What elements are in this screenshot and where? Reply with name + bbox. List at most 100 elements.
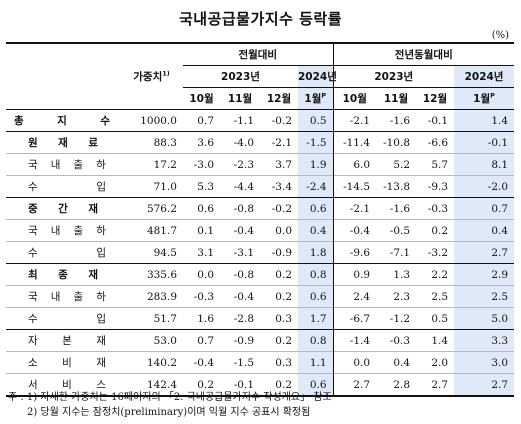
table-row: 소 비 재 140.2 -0.4 -1.5 0.3 1.1 0.0 0.4 2.0 3.0 (6, 351, 515, 374)
yoy-cell: -0.5 (376, 219, 417, 242)
weight-cell: 142.4 (120, 373, 183, 397)
yoy-cell: 0.4 (376, 351, 417, 374)
yoy-cell: 2.3 (376, 285, 417, 308)
yoy-cell: 2.0 (416, 351, 455, 374)
table-row: 국 내 출 하 481.7 0.1 -0.4 0.0 0.4 -0.4 -0.5 0.2 0.4 (6, 219, 515, 242)
mom-jan-text: 1월 (304, 93, 322, 105)
mom-cell: 0.1 (183, 219, 220, 242)
yoy-cell: 1.4 (454, 109, 515, 132)
yoy-header: 전년동월대비 (333, 43, 515, 66)
yoy-cell: -0.3 (416, 197, 455, 220)
weight-sup: 1) (162, 69, 170, 78)
table-row: 수 입 51.7 1.6 -2.8 0.3 1.7 -6.7 -1.2 0.5 5.0 (6, 307, 515, 330)
mom-cell: 0.5 (298, 109, 334, 132)
mom-header: 전월대비 (183, 43, 334, 66)
yoy-cell: 2.5 (454, 285, 515, 308)
yoy-cell: 1.4 (416, 329, 455, 352)
table-row: 자 본 재 53.0 0.7 -0.9 0.2 0.8 -1.4 -0.3 1.4 3.3 (6, 329, 515, 352)
mom-cell: 1.7 (298, 307, 334, 330)
mom-cell: -0.9 (220, 329, 260, 352)
yoy-cell: -1.6 (376, 197, 417, 220)
mom-cell: 0.3 (260, 307, 298, 330)
mom-cell: -0.4 (183, 351, 220, 374)
yoy-month-oct: 10월 (333, 87, 377, 110)
yoy-cell: -14.5 (333, 175, 377, 198)
yoy-cell: 8.1 (454, 153, 515, 176)
weight-cell: 94.5 (120, 241, 183, 264)
weight-cell: 140.2 (120, 351, 183, 374)
weight-header: 가중치1) (120, 43, 183, 110)
yoy-cell: -1.6 (389, 114, 411, 127)
mom-cell: 5.3 (183, 175, 220, 198)
yoy-cell: 2.4 (333, 285, 377, 308)
mom-cell: 0.8 (298, 263, 334, 286)
weight-cell: 1000.0 (140, 114, 177, 127)
yoy-cell: 2.7 (454, 241, 515, 264)
weight-cell: 335.6 (120, 263, 183, 286)
yoy-cell: 2.7 (333, 373, 377, 397)
header-row-2: 2023년 2024년 2023년 2024년 (6, 65, 515, 88)
mom-cell: 3.7 (260, 153, 298, 176)
mom-cell: -0.8 (220, 263, 260, 286)
yoy-cell: 2.7 (416, 373, 455, 397)
mom-cell: -3.1 (220, 241, 260, 264)
yoy-cell: -7.1 (376, 241, 417, 264)
yoy-cell: -0.1 (427, 114, 449, 127)
price-index-table: 가중치1) 전월대비 전년동월대비 2023년 2024년 2023년 2024… (6, 42, 515, 397)
mom-cell: 0.4 (298, 219, 334, 242)
yoy-cell: 2.8 (376, 373, 417, 397)
mom-cell: 0.0 (183, 263, 220, 286)
mom-cell: 0.6 (183, 197, 220, 220)
mom-cell: 3.1 (183, 241, 220, 264)
table-row: 국 내 출 하 283.9 -0.3 -0.4 0.2 0.6 2.4 2.3 2.5 2.5 (6, 285, 515, 308)
page-title: 국내공급물가지수 등락률 (178, 10, 343, 28)
yoy-cell: 1.3 (376, 263, 417, 286)
mom-cell: -2.1 (260, 131, 298, 154)
mom-year-2023: 2023년 (183, 65, 298, 88)
mom-cell: -2.8 (220, 307, 260, 330)
yoy-cell: -6.7 (333, 307, 377, 330)
mom-cell: 0.6 (298, 197, 334, 220)
weight-cell: 576.2 (120, 197, 183, 220)
mom-cell: 1.9 (298, 153, 334, 176)
mom-cell: -0.4 (220, 285, 260, 308)
mom-cell: 0.6 (298, 285, 334, 308)
yoy-cell: 3.3 (454, 329, 515, 352)
yoy-cell: -0.3 (376, 329, 417, 352)
mom-cell: 0.8 (298, 329, 334, 352)
footnotes: 주 : 1) 자세한 가중치는 16페이지의 「2. 국내공급물가지수 작성개요… (8, 390, 332, 420)
yoy-cell: -10.8 (376, 131, 417, 154)
mom-cell: -0.9 (260, 241, 298, 264)
yoy-cell: 5.0 (454, 307, 515, 330)
footnote-2: 2) 당월 지수는 잠정치(preliminary)이며 익월 지수 공표시 확… (27, 407, 311, 418)
yoy-cell: 5.7 (416, 153, 455, 176)
unit-label: (%) (491, 30, 509, 41)
mom-cell: -0.2 (271, 114, 292, 127)
weight-cell: 71.0 (120, 175, 183, 198)
table-row: 총 지 수 1000.0 0.7 -1.1 -0.2 0.5 -2.1 -1.6 -0.1 1.4 (6, 109, 515, 132)
weight-cell: 17.2 (120, 153, 183, 176)
mom-cell: 1.1 (298, 351, 334, 374)
yoy-year-2024: 2024년 (454, 65, 515, 88)
yoy-cell: -11.4 (333, 131, 377, 154)
mom-cell: 0.7 (197, 114, 214, 127)
mom-cell: 0.2 (260, 263, 298, 286)
weight-header-text: 가중치 (133, 71, 163, 83)
yoy-year-2023: 2023년 (333, 65, 455, 88)
weight-cell: 88.3 (120, 131, 183, 154)
yoy-cell: -1.4 (333, 329, 377, 352)
yoy-jan-sup: P (490, 91, 495, 100)
